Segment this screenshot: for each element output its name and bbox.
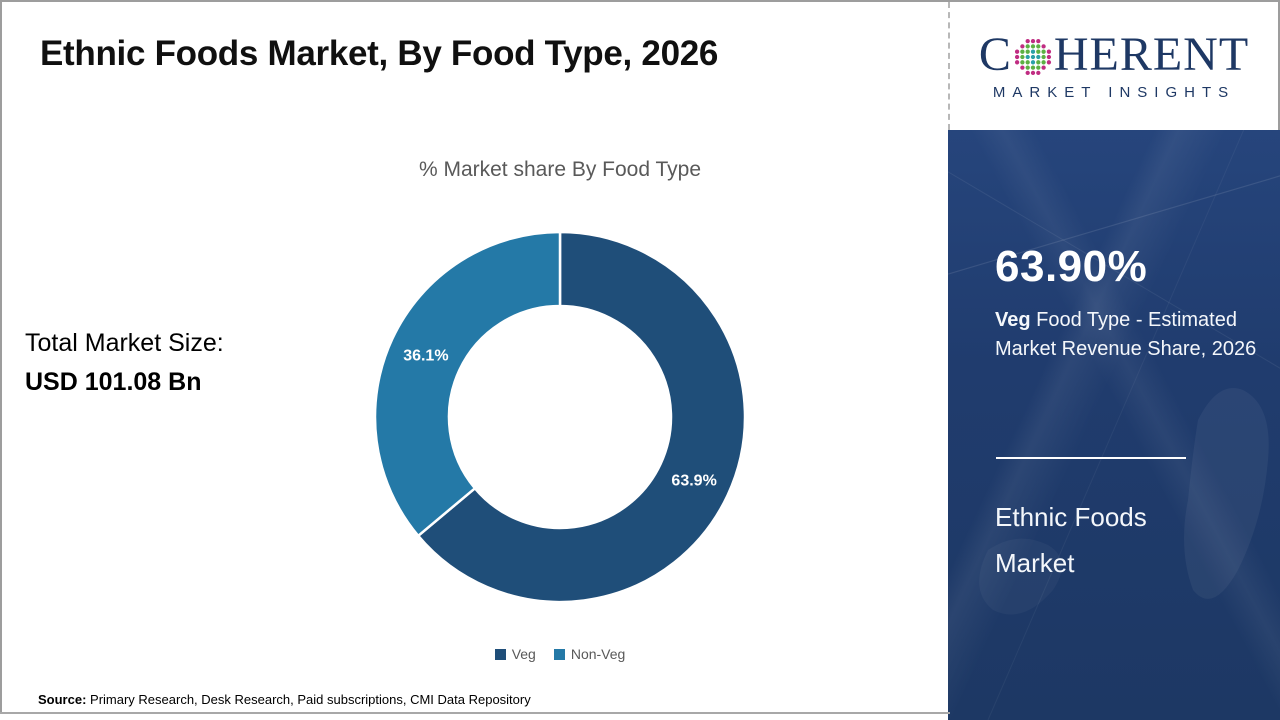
source-text: Primary Research, Desk Research, Paid su…	[86, 692, 531, 707]
globe-dot	[1046, 60, 1051, 65]
globe-dot	[1020, 44, 1025, 49]
globe-dot	[1030, 54, 1035, 60]
source-label: Source:	[38, 692, 87, 707]
frame-border-left	[0, 0, 2, 714]
globe-dot	[1030, 49, 1035, 54]
legend-label: Veg	[511, 646, 536, 662]
globe-dot	[1041, 49, 1046, 54]
highlight-description-rest: Food Type - Estimated Market Revenue Sha…	[995, 309, 1257, 360]
globe-dot	[1030, 60, 1035, 65]
globe-dot	[1035, 49, 1041, 54]
globe-dot	[1035, 38, 1041, 44]
legend-item-veg: Veg	[494, 646, 536, 662]
logo-tagline: MARKET INSIGHTS	[992, 84, 1236, 101]
globe-dot	[1030, 70, 1035, 76]
globe-dot	[1025, 65, 1030, 70]
legend-label: Non-Veg	[570, 646, 626, 662]
frame-border-top	[0, 0, 1280, 2]
globe-dot	[1014, 49, 1020, 54]
slice-label-non-veg: 36.1%	[403, 347, 448, 364]
globe-dot	[1025, 60, 1030, 65]
sidebar-divider	[996, 457, 1186, 459]
highlight-description-bold: Veg	[995, 309, 1031, 331]
legend-swatch-non-veg	[553, 648, 565, 660]
donut-chart: 63.9% 36.1%	[335, 192, 785, 642]
globe-dot	[1025, 54, 1030, 60]
globe-dots-icon	[1014, 38, 1051, 76]
legend-item-non-veg: Non-Veg	[553, 646, 626, 662]
frame-border-bottom	[0, 712, 950, 714]
globe-dot	[1020, 49, 1025, 54]
donut-slice-non-veg	[373, 230, 562, 538]
globe-dot	[1035, 44, 1041, 49]
globe-dot	[1020, 60, 1025, 65]
globe-dot	[1020, 65, 1025, 70]
source-line: Source: Primary Research, Desk Research,…	[38, 692, 531, 707]
logo-wordmark: C HERENT	[979, 31, 1249, 79]
globe-dot	[1041, 44, 1046, 49]
globe-dot	[1030, 44, 1035, 49]
total-market-size-block: Total Market Size: USD 101.08 Bn	[25, 324, 224, 402]
sidebar-map-texture	[948, 130, 1280, 720]
company-logo: C HERENT MARKET INSIGHTS	[948, 2, 1278, 130]
highlight-percentage: 63.90%	[995, 242, 1148, 291]
globe-dot	[1020, 54, 1025, 60]
frame-border-right	[1278, 0, 1280, 130]
logo-text-pre: C	[978, 28, 1012, 81]
legend-swatch-veg	[494, 648, 506, 660]
globe-dot	[1035, 65, 1041, 70]
globe-dot	[1046, 54, 1051, 60]
globe-dot	[1035, 70, 1041, 76]
globe-dot	[1025, 49, 1030, 54]
highlight-description: Veg Food Type - Estimated Market Revenue…	[995, 306, 1261, 364]
globe-dot	[1035, 54, 1041, 60]
globe-dot	[1035, 60, 1041, 65]
globe-dot	[1025, 38, 1030, 44]
chart-title: % Market share By Food Type	[418, 158, 702, 181]
donut-chart-svg: 63.9% 36.1%	[373, 230, 747, 604]
total-market-size-value: USD 101.08 Bn	[25, 368, 202, 396]
highlight-sidebar: 63.90% Veg Food Type - Estimated Market …	[948, 130, 1280, 720]
logo-text-post: HERENT	[1053, 28, 1250, 81]
globe-dot	[1041, 54, 1046, 60]
donut-slice-veg	[416, 230, 747, 604]
globe-dot	[1041, 60, 1046, 65]
globe-dot	[1014, 60, 1020, 65]
slice-label-veg: 63.9%	[671, 473, 716, 490]
total-market-size-label: Total Market Size:	[25, 329, 224, 357]
globe-dot	[1014, 54, 1020, 60]
globe-dot	[1030, 38, 1035, 44]
globe-dot	[1025, 44, 1030, 49]
globe-dot	[1030, 65, 1035, 70]
globe-dot	[1046, 49, 1051, 54]
page-title: Ethnic Foods Market, By Food Type, 2026	[40, 34, 719, 73]
chart-legend: Veg Non-Veg	[335, 646, 785, 662]
report-name: Ethnic Foods Market	[995, 502, 1147, 578]
globe-dot	[1025, 70, 1030, 76]
globe-dot	[1041, 65, 1046, 70]
